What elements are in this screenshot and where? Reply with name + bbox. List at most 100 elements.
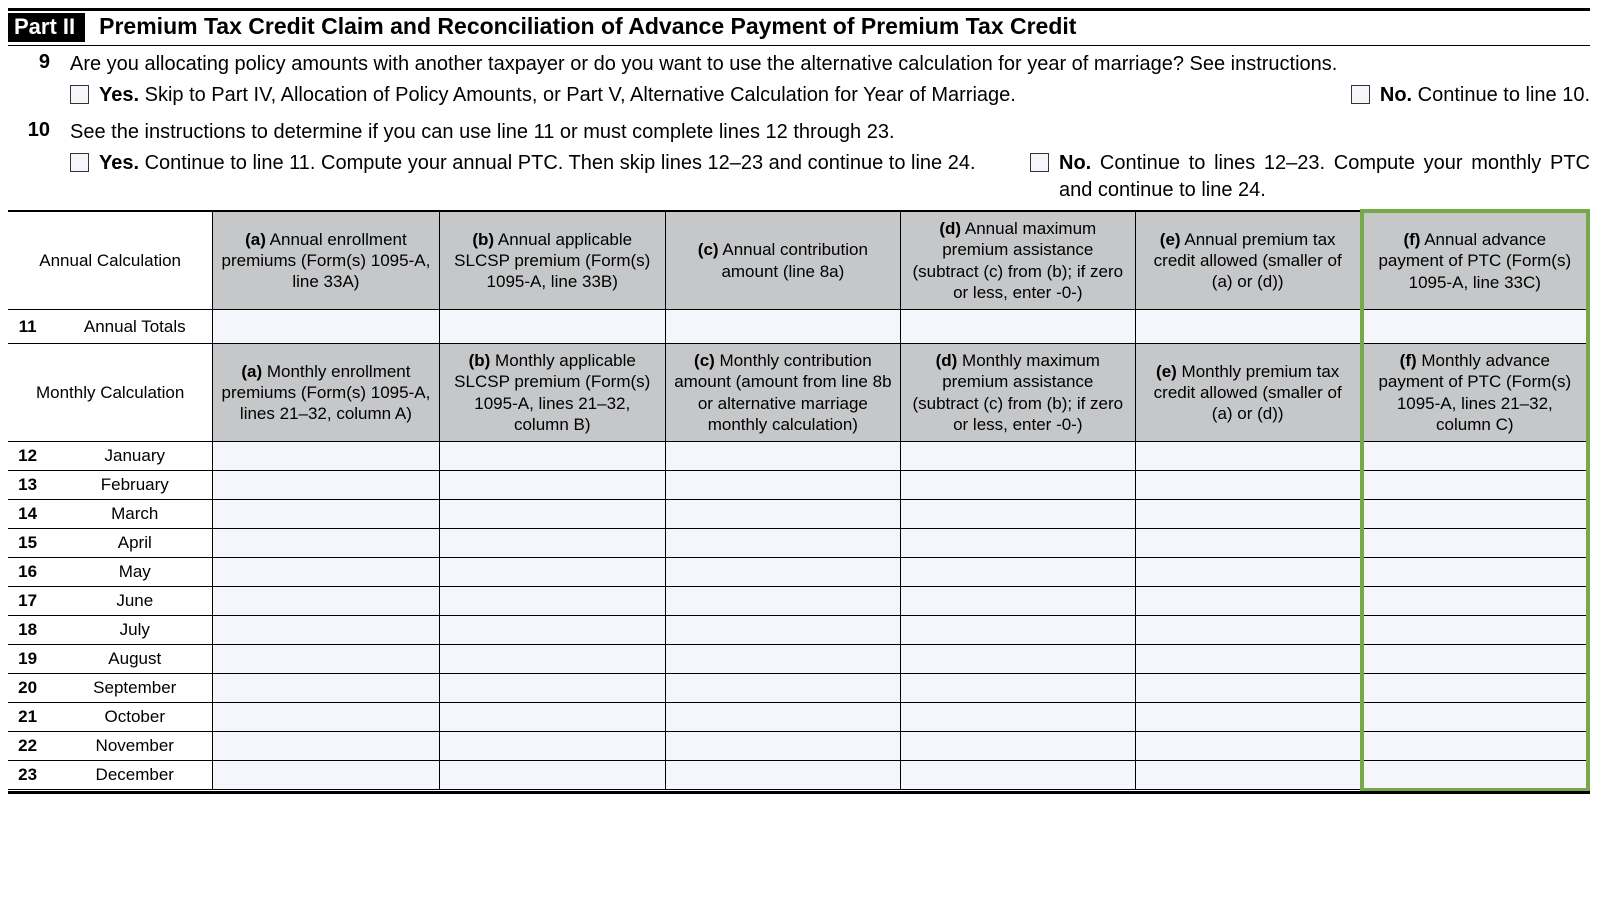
month-cell-col-b[interactable] — [439, 442, 665, 471]
month-cell-col-f[interactable] — [1362, 732, 1588, 761]
month-cell-col-e[interactable] — [1135, 471, 1361, 500]
month-cell-col-e[interactable] — [1135, 558, 1361, 587]
month-row-label: November — [53, 732, 213, 761]
monthly-col-e-header: (e) Monthly premium tax credit allowed (… — [1135, 344, 1361, 442]
month-cell-col-e[interactable] — [1135, 674, 1361, 703]
month-cell-col-f[interactable] — [1362, 587, 1588, 616]
month-cell-col-c[interactable] — [665, 645, 900, 674]
month-cell-col-d[interactable] — [900, 500, 1135, 529]
month-cell-col-e[interactable] — [1135, 442, 1361, 471]
month-cell-col-a[interactable] — [213, 645, 439, 674]
month-cell-col-c[interactable] — [665, 616, 900, 645]
month-cell-col-e[interactable] — [1135, 587, 1361, 616]
month-cell-col-f[interactable] — [1362, 703, 1588, 732]
month-cell-col-a[interactable] — [213, 616, 439, 645]
month-cell-col-f[interactable] — [1362, 442, 1588, 471]
month-cell-col-f[interactable] — [1362, 558, 1588, 587]
month-cell-col-d[interactable] — [900, 471, 1135, 500]
monthly-col-a-header: (a) Monthly enrollment premiums (Form(s)… — [213, 344, 439, 442]
month-cell-col-d[interactable] — [900, 761, 1135, 790]
month-cell-col-b[interactable] — [439, 761, 665, 790]
month-cell-col-b[interactable] — [439, 732, 665, 761]
month-cell-col-b[interactable] — [439, 558, 665, 587]
month-row-label: March — [53, 500, 213, 529]
annual-col-e-header: (e) Annual premium tax credit allowed (s… — [1135, 211, 1361, 310]
month-cell-col-a[interactable] — [213, 529, 439, 558]
month-row: 19August — [8, 645, 1588, 674]
month-cell-col-e[interactable] — [1135, 761, 1361, 790]
line-10-no-text: No. Continue to lines 12–23. Compute you… — [1059, 150, 1590, 204]
month-cell-col-c[interactable] — [665, 761, 900, 790]
month-cell-col-e[interactable] — [1135, 732, 1361, 761]
line-9-no-text: No. Continue to line 10. — [1380, 82, 1590, 109]
month-cell-col-b[interactable] — [439, 674, 665, 703]
month-cell-col-e[interactable] — [1135, 616, 1361, 645]
annual-col-b-header: (b) Annual applicable SLCSP premium (For… — [439, 211, 665, 310]
month-cell-col-b[interactable] — [439, 471, 665, 500]
month-cell-col-e[interactable] — [1135, 500, 1361, 529]
month-cell-col-b[interactable] — [439, 703, 665, 732]
annual-col-f-header: (f) Annual advance payment of PTC (Form(… — [1362, 211, 1588, 310]
month-cell-col-c[interactable] — [665, 529, 900, 558]
month-cell-col-a[interactable] — [213, 442, 439, 471]
month-cell-col-a[interactable] — [213, 674, 439, 703]
month-cell-col-d[interactable] — [900, 587, 1135, 616]
month-cell-col-e[interactable] — [1135, 703, 1361, 732]
month-cell-col-e[interactable] — [1135, 529, 1361, 558]
month-cell-col-a[interactable] — [213, 703, 439, 732]
month-cell-col-d[interactable] — [900, 732, 1135, 761]
line-9-no-checkbox[interactable] — [1351, 85, 1370, 104]
month-cell-col-c[interactable] — [665, 442, 900, 471]
month-cell-col-f[interactable] — [1362, 645, 1588, 674]
month-cell-col-a[interactable] — [213, 558, 439, 587]
month-cell-col-d[interactable] — [900, 703, 1135, 732]
month-cell-col-a[interactable] — [213, 587, 439, 616]
line-11-col-b[interactable] — [439, 310, 665, 344]
month-cell-col-d[interactable] — [900, 674, 1135, 703]
line-11-col-d[interactable] — [900, 310, 1135, 344]
month-cell-col-d[interactable] — [900, 558, 1135, 587]
line-10-no-checkbox[interactable] — [1030, 153, 1049, 172]
month-cell-col-f[interactable] — [1362, 471, 1588, 500]
line-9-yes-checkbox[interactable] — [70, 85, 89, 104]
line-11-col-f[interactable] — [1362, 310, 1588, 344]
line-11-col-a[interactable] — [213, 310, 439, 344]
part-header: Part II Premium Tax Credit Claim and Rec… — [8, 11, 1590, 45]
month-cell-col-c[interactable] — [665, 558, 900, 587]
line-10-number: 10 — [8, 119, 70, 142]
month-cell-col-a[interactable] — [213, 761, 439, 790]
month-cell-col-c[interactable] — [665, 732, 900, 761]
month-cell-col-b[interactable] — [439, 529, 665, 558]
month-cell-col-c[interactable] — [665, 500, 900, 529]
line-11-col-c[interactable] — [665, 310, 900, 344]
month-row: 23December — [8, 761, 1588, 790]
month-row-number: 19 — [8, 645, 53, 674]
month-cell-col-d[interactable] — [900, 529, 1135, 558]
monthly-header-row: Monthly Calculation (a) Monthly enrollme… — [8, 344, 1588, 442]
month-cell-col-d[interactable] — [900, 442, 1135, 471]
month-cell-col-b[interactable] — [439, 500, 665, 529]
month-row: 22November — [8, 732, 1588, 761]
month-cell-col-f[interactable] — [1362, 500, 1588, 529]
month-cell-col-c[interactable] — [665, 587, 900, 616]
month-cell-col-f[interactable] — [1362, 529, 1588, 558]
month-cell-col-d[interactable] — [900, 645, 1135, 674]
annual-calculation-header: Annual Calculation — [8, 211, 213, 310]
month-cell-col-f[interactable] — [1362, 616, 1588, 645]
line-10-yes-checkbox[interactable] — [70, 153, 89, 172]
month-cell-col-a[interactable] — [213, 732, 439, 761]
month-cell-col-b[interactable] — [439, 587, 665, 616]
month-cell-col-f[interactable] — [1362, 674, 1588, 703]
month-cell-col-a[interactable] — [213, 500, 439, 529]
month-cell-col-f[interactable] — [1362, 761, 1588, 790]
month-cell-col-b[interactable] — [439, 645, 665, 674]
month-cell-col-c[interactable] — [665, 703, 900, 732]
line-11-col-e[interactable] — [1135, 310, 1361, 344]
month-cell-col-c[interactable] — [665, 674, 900, 703]
month-cell-col-e[interactable] — [1135, 645, 1361, 674]
month-cell-col-c[interactable] — [665, 471, 900, 500]
month-cell-col-b[interactable] — [439, 616, 665, 645]
month-row-label: December — [53, 761, 213, 790]
month-cell-col-a[interactable] — [213, 471, 439, 500]
month-cell-col-d[interactable] — [900, 616, 1135, 645]
